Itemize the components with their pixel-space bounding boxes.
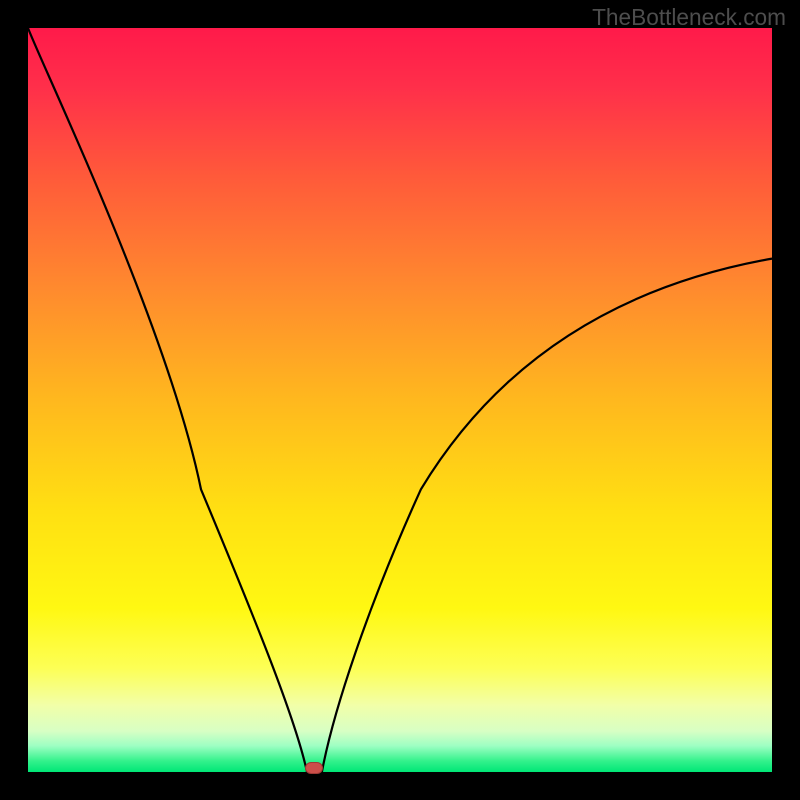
- plot-area: [28, 28, 772, 772]
- optimum-marker: [305, 762, 323, 774]
- chart-frame: TheBottleneck.com: [0, 0, 800, 800]
- watermark-text: TheBottleneck.com: [592, 4, 786, 31]
- curve-right-branch: [322, 259, 772, 772]
- bottleneck-curve: [28, 28, 772, 772]
- curve-left-branch: [28, 28, 307, 772]
